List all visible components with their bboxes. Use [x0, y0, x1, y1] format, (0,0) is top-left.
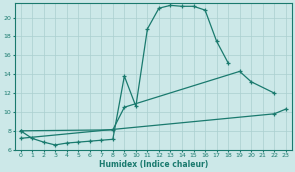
X-axis label: Humidex (Indice chaleur): Humidex (Indice chaleur): [99, 159, 208, 169]
